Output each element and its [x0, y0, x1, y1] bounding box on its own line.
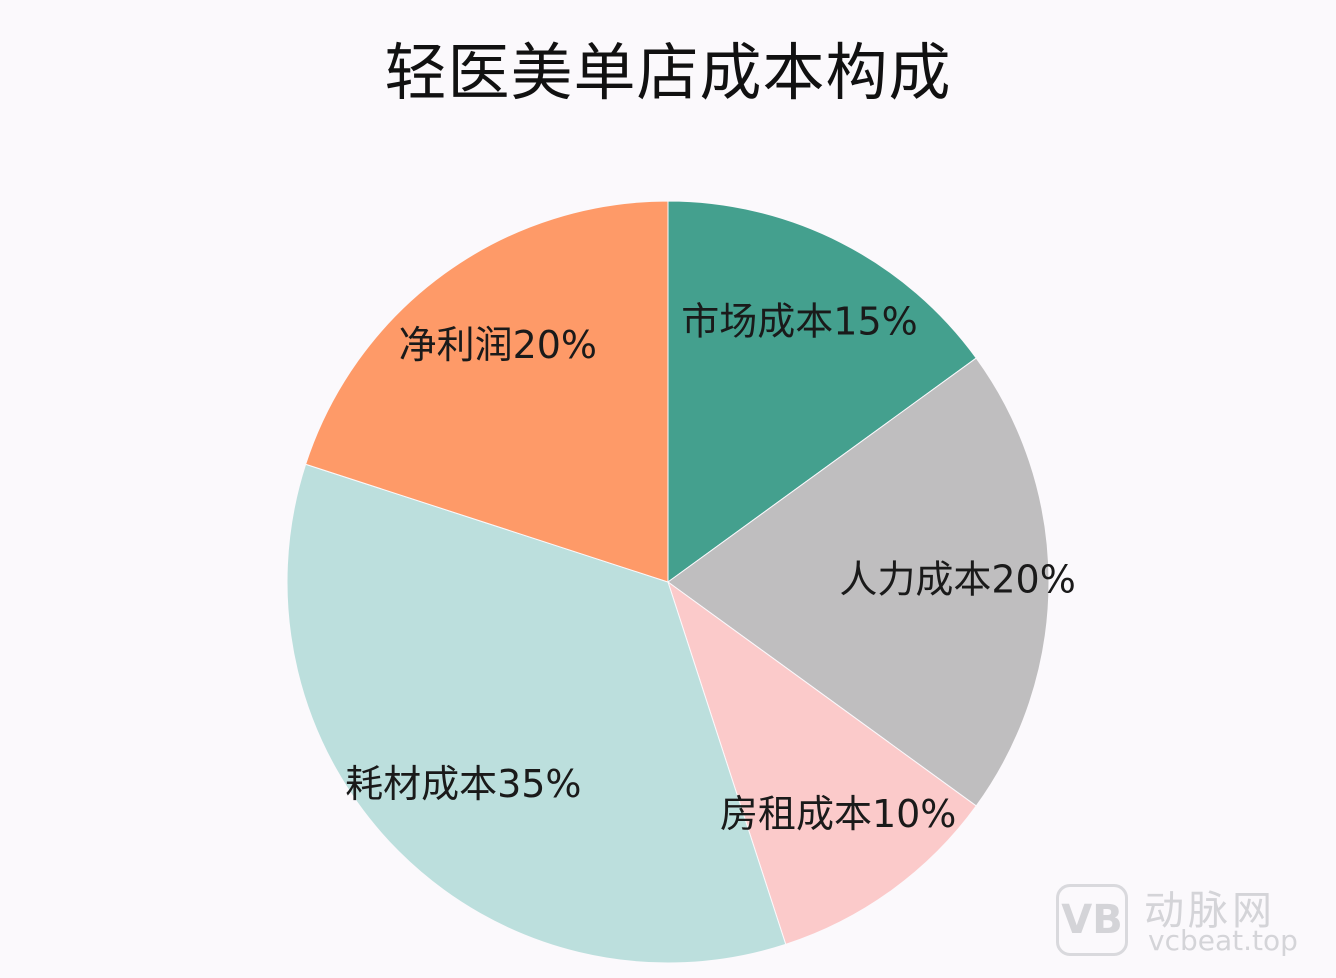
- watermark-logo-icon: VB: [1056, 884, 1128, 956]
- watermark: VB 动脉网 vcbeat.top: [1056, 880, 1326, 960]
- pie-slice-3: [667, 580, 977, 945]
- pie-slice-label-3: 房租成本10%: [720, 792, 956, 836]
- pie-slice-label-5: 净利润20%: [399, 323, 597, 367]
- pie-slice-label-2: 人力成本20%: [839, 558, 1075, 602]
- pie-slice-5: [305, 200, 669, 583]
- pie-slice-4: [286, 463, 787, 964]
- pie-slice-label-1: 市场成本15%: [681, 300, 917, 344]
- watermark-url: vcbeat.top: [1148, 924, 1298, 957]
- pie-slice-2: [667, 357, 1050, 807]
- pie-labels: 市场成本15% 人力成本20% 房租成本10% 耗材成本35% 净利润20%: [345, 300, 1076, 836]
- pie-slice-1: [667, 200, 977, 583]
- chart-title: 轻医美单店成本构成: [384, 36, 952, 109]
- watermark-name: 动脉网: [1144, 888, 1276, 934]
- pie-slices: [286, 200, 1050, 964]
- pie-slice-label-4: 耗材成本35%: [345, 762, 581, 806]
